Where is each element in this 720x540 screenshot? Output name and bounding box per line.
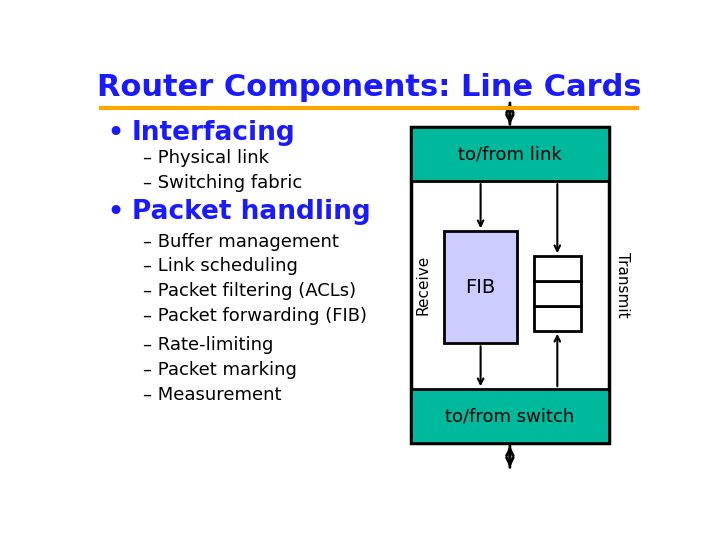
Text: – Physical link: – Physical link <box>143 150 269 167</box>
Text: FIB: FIB <box>465 278 496 297</box>
Text: – Packet forwarding (FIB): – Packet forwarding (FIB) <box>143 307 367 326</box>
Text: to/from link: to/from link <box>458 145 562 163</box>
Text: Router Components: Line Cards: Router Components: Line Cards <box>96 73 642 102</box>
Text: Packet handling: Packet handling <box>132 199 371 225</box>
Text: – Rate-limiting: – Rate-limiting <box>143 336 274 354</box>
Text: – Buffer management: – Buffer management <box>143 233 339 251</box>
Bar <box>411 127 609 443</box>
Text: – Packet filtering (ACLs): – Packet filtering (ACLs) <box>143 282 356 300</box>
Bar <box>534 281 581 306</box>
Text: – Link scheduling: – Link scheduling <box>143 258 298 275</box>
Bar <box>534 256 581 281</box>
Text: – Packet marking: – Packet marking <box>143 361 297 380</box>
Bar <box>534 306 581 331</box>
Text: to/from switch: to/from switch <box>445 407 575 425</box>
Bar <box>411 127 609 181</box>
Bar <box>411 389 609 443</box>
Text: •: • <box>107 119 125 148</box>
Bar <box>444 231 517 343</box>
Text: Interfacing: Interfacing <box>132 120 296 146</box>
Text: – Measurement: – Measurement <box>143 386 282 404</box>
Text: – Switching fabric: – Switching fabric <box>143 174 302 192</box>
Text: •: • <box>107 198 125 227</box>
Text: Transmit: Transmit <box>616 252 631 318</box>
Text: Receive: Receive <box>415 255 431 315</box>
